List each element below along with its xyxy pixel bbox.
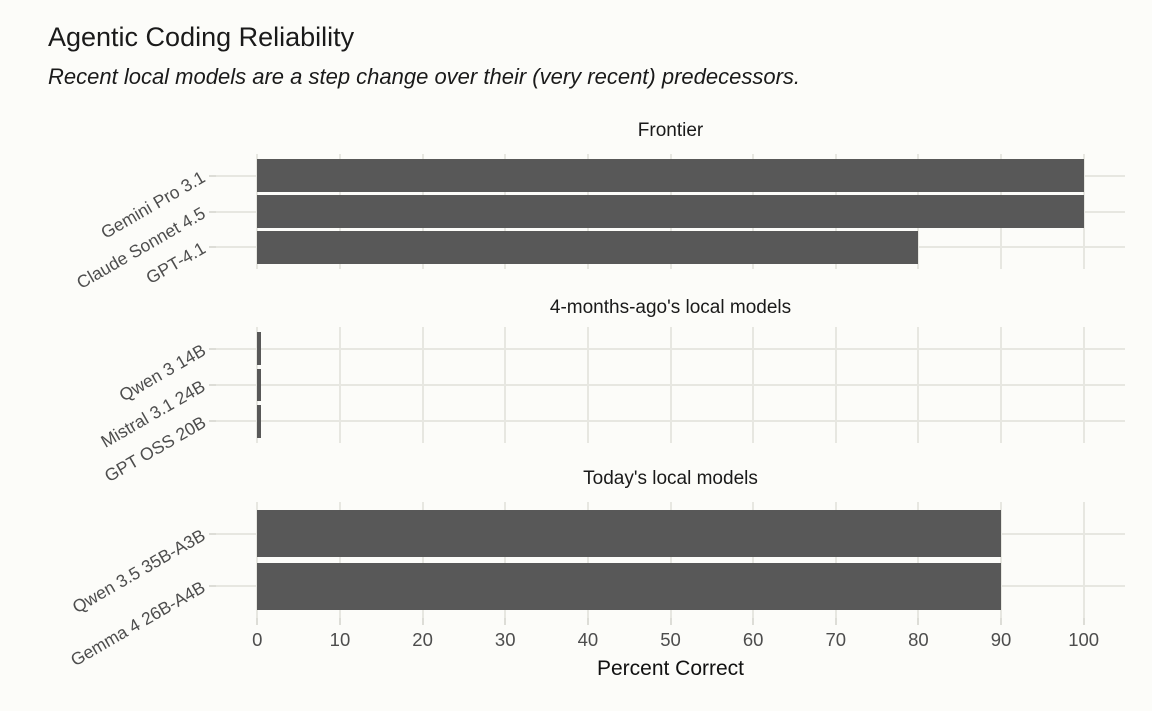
gridline-x xyxy=(917,502,920,618)
x-axis-tick-label: 20 xyxy=(412,629,433,650)
y-axis-tick xyxy=(209,246,216,249)
gridline-x xyxy=(1082,327,1085,443)
gridline-x xyxy=(504,502,507,618)
y-axis-tick xyxy=(209,384,216,386)
x-axis-tick-label: 10 xyxy=(329,629,351,650)
x-axis-tick xyxy=(1000,618,1003,625)
gridline-x xyxy=(338,502,341,618)
x-axis-tick-label: 80 xyxy=(908,629,929,650)
x-axis-tick xyxy=(834,618,837,625)
facet-strip-label: Today's local models xyxy=(583,468,758,489)
gridline-x xyxy=(586,327,589,443)
y-axis-tick xyxy=(209,532,216,535)
gridline-x xyxy=(752,327,755,443)
gridline-x xyxy=(504,327,507,443)
x-axis-tick xyxy=(917,618,920,625)
chart-subtitle: Recent local models are a step change ov… xyxy=(48,64,801,89)
x-axis-tick-label: 60 xyxy=(742,629,764,650)
bar xyxy=(257,509,1002,558)
y-axis-tick xyxy=(209,174,216,177)
gridline-x xyxy=(834,502,837,618)
x-axis-tick xyxy=(338,618,341,625)
x-axis-tick xyxy=(1082,618,1085,625)
gridline-x xyxy=(1000,327,1003,443)
x-axis-tick xyxy=(504,618,507,625)
gridline-x xyxy=(1000,502,1003,618)
bar xyxy=(257,368,262,402)
gridline-x xyxy=(917,327,920,443)
gridline-x xyxy=(586,502,589,618)
bar xyxy=(257,332,262,366)
x-axis-tick-label: 100 xyxy=(1068,629,1100,650)
gridline-x xyxy=(256,502,259,618)
y-axis-tick xyxy=(209,585,216,588)
facet-strip-label: Frontier xyxy=(637,120,704,141)
facet-strip-label: 4-months-ago's local models xyxy=(549,297,792,318)
x-axis-tick xyxy=(256,618,259,625)
x-axis-title: Percent Correct xyxy=(596,657,745,680)
x-axis-tick-label: 70 xyxy=(825,629,847,650)
gridline-x xyxy=(669,327,672,443)
gridline-x xyxy=(1082,154,1085,269)
bar xyxy=(257,195,1084,228)
bar xyxy=(257,404,262,438)
x-axis-tick xyxy=(421,618,424,625)
y-axis-tick xyxy=(209,210,216,213)
gridline-x xyxy=(421,502,424,618)
x-axis-tick-label: 30 xyxy=(494,629,516,650)
x-axis-tick-label: 0 xyxy=(252,629,263,650)
y-axis-tick xyxy=(209,347,216,350)
chart-title: Agentic Coding Reliability xyxy=(48,22,355,52)
gridline-x xyxy=(752,502,755,618)
bar xyxy=(257,562,1002,611)
y-axis-tick xyxy=(209,420,216,423)
x-axis-tick xyxy=(752,618,755,625)
gridline-x xyxy=(421,327,424,443)
gridline-x xyxy=(834,327,837,443)
x-axis-tick-label: 50 xyxy=(660,629,681,650)
x-axis-tick xyxy=(586,618,589,625)
x-axis-tick-label: 90 xyxy=(990,629,1012,650)
gridline-x xyxy=(1082,502,1085,618)
x-axis-tick-label: 40 xyxy=(577,629,599,650)
gridline-x xyxy=(669,502,672,618)
bar xyxy=(257,159,1084,192)
bar xyxy=(257,231,919,264)
gridline-x xyxy=(338,327,341,443)
x-axis-tick xyxy=(669,618,672,625)
